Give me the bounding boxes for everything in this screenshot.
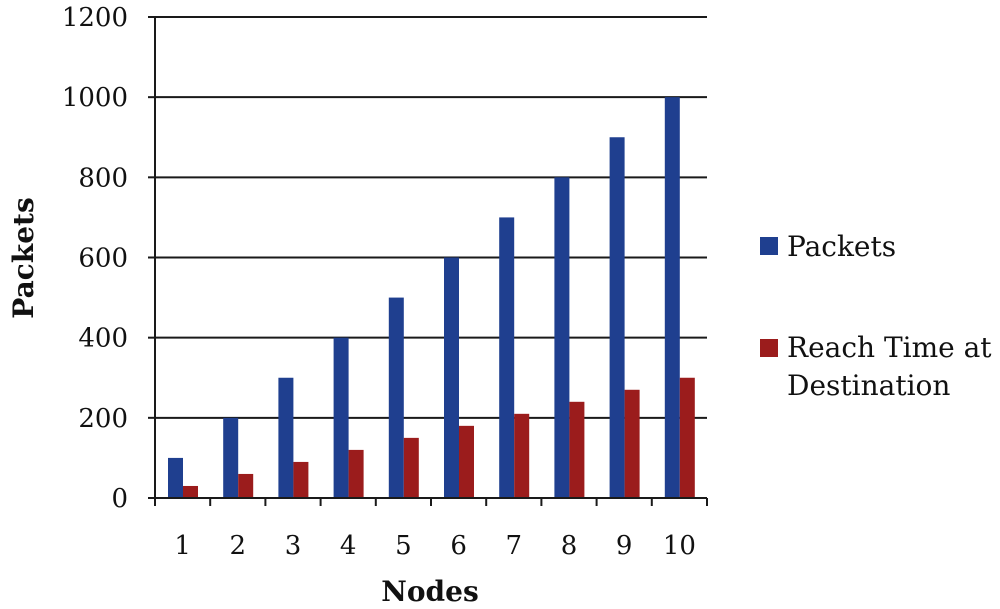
bar-reach-time-5 [403,437,419,498]
y-tick-label: 400 [78,324,128,354]
y-tick-labels: 0 200 400 600 800 1000 1200 [62,3,155,514]
bar-reach-time-2 [238,473,254,498]
legend: Packets Reach Time at Destination [760,230,1000,402]
x-axis-title: Nodes [381,575,478,608]
bar-reach-time-1 [183,485,198,498]
legend-label-packets: Packets [787,230,896,263]
x-tick-label: 9 [616,531,633,561]
bar-packets-3 [278,377,294,498]
bar-reach-time-3 [293,461,309,498]
bar-packets-4 [333,337,349,498]
bar-packets-2 [223,417,239,498]
x-tick-label: 10 [663,531,696,561]
y-tick-label: 200 [78,404,128,434]
bar-reach-time-9 [624,389,640,498]
legend-label-reach-time-line1: Reach Time at [787,331,992,364]
x-tick-label: 1 [174,531,191,561]
y-tick-label: 600 [78,244,128,274]
bar-packets-9 [609,137,625,498]
x-tick-label: 8 [561,531,578,561]
legend-swatch-packets [760,237,778,255]
y-tick-label: 800 [78,163,128,193]
legend-label-reach-time-line2: Destination [787,369,950,402]
bar-reach-time-8 [569,401,585,498]
bar-reach-time-7 [514,413,530,498]
y-tick-label: 1200 [62,3,128,33]
bar-packets-7 [499,217,515,498]
y-axis-title: Packets [7,197,40,318]
x-tick-label: 7 [506,531,523,561]
y-tick-label: 0 [111,484,128,514]
bars [168,97,695,499]
bar-packets-1 [168,457,183,498]
x-tick-labels: 1 2 3 4 5 6 7 8 9 10 [174,531,696,561]
x-tick-label: 4 [340,531,357,561]
bar-packets-5 [388,297,404,498]
bar-reach-time-4 [348,449,364,498]
bar-reach-time-6 [459,425,474,498]
x-tick-label: 2 [230,531,247,561]
legend-swatch-reach-time [760,339,778,357]
bar-packets-6 [444,257,459,498]
x-tick-label: 5 [395,531,412,561]
x-tick-label: 6 [450,531,467,561]
y-tick-label: 1000 [62,83,128,113]
bar-packets-8 [554,177,570,499]
legend-label-reach-time: Reach Time at Destination [787,331,1000,402]
bar-packets-10 [664,97,680,499]
x-tick-label: 3 [285,531,302,561]
bar-reach-time-10 [679,377,695,498]
